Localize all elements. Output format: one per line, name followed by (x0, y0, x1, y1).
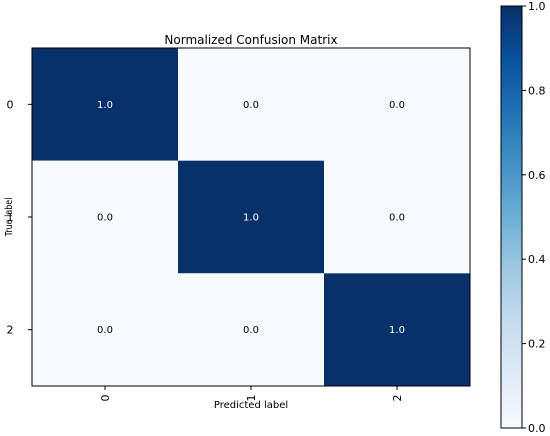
cell-value-label-1-0: 0.0 (97, 213, 113, 224)
cell-value-label-0-1: 0.0 (243, 100, 259, 111)
heatmap-cell-0-1 (178, 48, 324, 161)
chart-title: Normalized Confusion Matrix (164, 33, 337, 47)
colorbar-tick-label-2: 0.4 (528, 253, 546, 266)
cell-value-label-2-0: 0.0 (97, 325, 113, 336)
cell-value-label-1-2: 0.0 (389, 213, 405, 224)
heatmap-cells (32, 48, 470, 386)
heatmap-cell-2-1 (178, 273, 324, 386)
y-axis-ticks: 0 1 2 (7, 98, 32, 337)
y-axis-label: True label (4, 198, 15, 238)
heatmap-cell-0-0 (32, 48, 178, 161)
colorbar-tick-label-4: 0.8 (528, 84, 546, 97)
cell-value-label-2-1: 0.0 (243, 325, 259, 336)
x-tick-label-1: 1 (245, 395, 258, 402)
x-tick-label-2: 2 (391, 395, 404, 402)
colorbar-ticks: 0.0 0.2 0.4 0.6 0.8 1.0 (522, 0, 546, 435)
x-tick-label-0: 0 (99, 395, 112, 402)
colorbar-tick-label-0: 0.0 (528, 422, 546, 435)
colorbar-tick-label-1: 0.2 (528, 338, 546, 351)
y-tick-label-0: 0 (7, 98, 14, 111)
colorbar (500, 5, 523, 429)
x-axis-label: Predicted label (214, 400, 288, 411)
y-tick-label-2: 2 (7, 324, 14, 337)
heatmap-cell-0-2 (324, 48, 470, 161)
x-axis-ticks: 0 1 2 (99, 386, 404, 402)
colorbar-tick-label-5: 1.0 (528, 0, 546, 13)
heatmap-cell-labels: 1.0 0.0 0.0 0.0 1.0 0.0 0.0 0.0 1.0 (97, 100, 405, 336)
cell-value-label-1-1: 1.0 (243, 213, 259, 224)
cell-value-label-0-0: 1.0 (97, 100, 113, 111)
heatmap-cell-1-2 (324, 160, 470, 274)
heatmap-cell-1-0 (32, 160, 178, 274)
heatmap-cell-2-0 (32, 273, 178, 386)
heatmap-cell-1-1 (178, 160, 324, 274)
cell-value-label-0-2: 0.0 (389, 100, 405, 111)
y-tick-label-1: 1 (7, 211, 14, 224)
cell-value-label-2-2: 1.0 (389, 325, 405, 336)
heatmap-cell-2-2 (324, 273, 470, 386)
colorbar-tick-label-3: 0.6 (528, 169, 546, 182)
